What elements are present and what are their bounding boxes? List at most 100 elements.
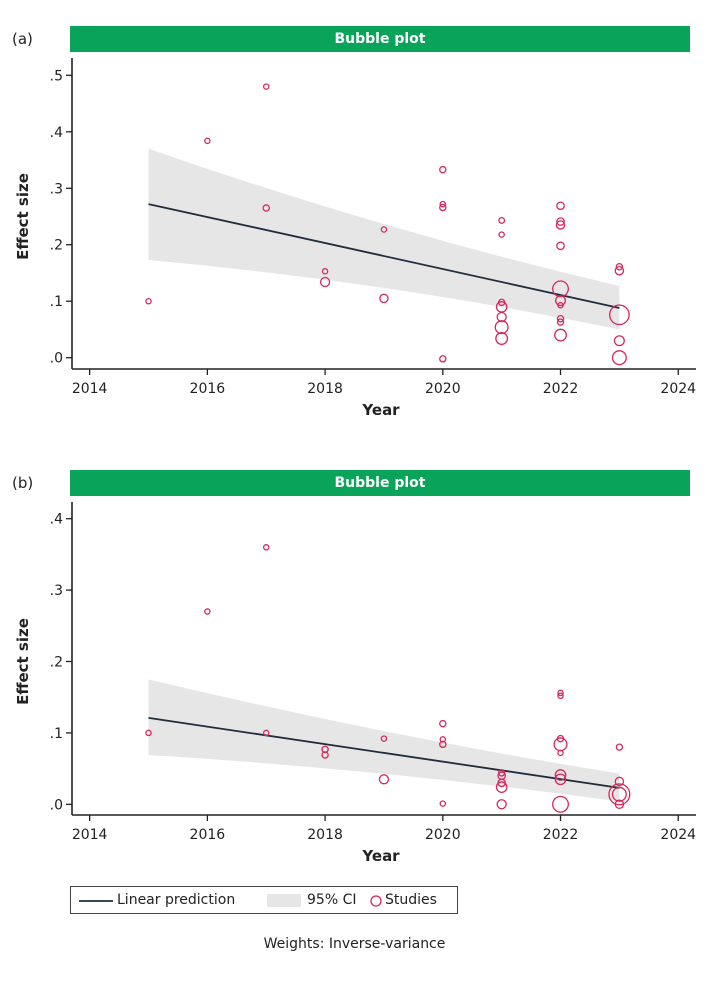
panel-b-point-16 (496, 799, 507, 810)
panel-b-point-10 (439, 740, 447, 749)
panel-a-point-23 (552, 280, 569, 298)
panel-b-point-15 (495, 781, 508, 794)
panel-a-point-2 (262, 83, 270, 90)
panel-a-point-33 (611, 350, 627, 366)
panel-b-point-0 (145, 729, 152, 737)
legend-ci-swatch (267, 894, 301, 907)
panel-a-point-30 (614, 265, 625, 276)
panel-a-xtick-label-2: 2018 (307, 381, 343, 397)
panel-b-banner: Bubble plot (70, 470, 690, 496)
panel-b-xtick-label-4: 2022 (543, 827, 579, 843)
panel-a-banner: Bubble plot (70, 26, 690, 52)
panel-b-label: (b) (12, 474, 34, 492)
panel-b-ytick-label-3: .3 (50, 583, 63, 599)
panel-a-ytick-label-5: .5 (50, 68, 63, 84)
panel-b-point-24 (552, 795, 569, 813)
panel-b-point-18 (557, 692, 564, 700)
panel-b-chart: .0 .1 .2 .3 .4 2014 2016 2018 2020 2022 2024 Year Ef… (14, 502, 696, 865)
panel-b-point-5 (321, 751, 329, 759)
legend-line-swatch (79, 900, 113, 902)
panel-b-point-2 (262, 544, 270, 551)
panel-b-point-29 (614, 799, 625, 810)
panel-b-ytick-label-1: .1 (50, 726, 63, 742)
panel-a-point-26 (556, 315, 565, 323)
panel-a-point-21 (555, 220, 566, 230)
panel-a-chart: .0 .1 .2 .3 .4 .5 2014 2016 2018 2020 2022 2024 Year… (14, 58, 696, 419)
panel-a-point-10 (439, 203, 447, 212)
legend-marker-swatch (370, 895, 382, 907)
panel-a-point-24 (555, 295, 567, 307)
panel-a-point-13 (498, 231, 505, 238)
panel-a-ytick-label-4: .4 (50, 125, 63, 141)
legend-ci-label: 95% CI (307, 892, 357, 908)
panel-a-label: (a) (12, 30, 33, 48)
panel-b-point-26 (614, 776, 625, 787)
panel-b-point-17 (557, 689, 564, 697)
panel-a-point-4 (321, 268, 329, 275)
panel-b-point-21 (557, 749, 564, 757)
panel-a-point-5 (319, 276, 331, 288)
panel-b-xtick-label-5: 2024 (660, 827, 696, 843)
panel-b-y-title: Effect size (14, 618, 32, 705)
panel-b-xtick-label-3: 2020 (425, 827, 461, 843)
panel-a-xtick-label-5: 2024 (660, 381, 696, 397)
panel-a-xtick-label-0: 2014 (72, 381, 108, 397)
panel-a-point-17 (494, 320, 509, 335)
panel-a-point-19 (556, 201, 565, 211)
panel-b-point-1 (204, 608, 211, 615)
panel-a-point-9 (439, 200, 447, 208)
panel-a-y-title: Effect size (14, 173, 32, 260)
panel-b-x-title: Year (361, 847, 400, 865)
panel-a-point-7 (379, 293, 389, 304)
panel-b-ytick-label-0: .0 (50, 797, 63, 813)
legend-points-label: Studies (385, 892, 437, 908)
panel-a-point-29 (615, 263, 624, 271)
panel-b-xtick-label-0: 2014 (72, 827, 108, 843)
panel-a-point-6 (380, 226, 388, 233)
panel-a-point-8 (439, 165, 447, 174)
panel-a-fit-line (148, 203, 620, 309)
panel-b-point-9 (439, 736, 447, 743)
panel-b-point-23 (554, 773, 567, 786)
panel-b-ytick-label-4: .4 (50, 512, 63, 528)
panel-a-x-title: Year (361, 401, 400, 419)
panel-a-point-32 (613, 335, 625, 347)
panel-a-ytick-label-1: .1 (50, 294, 63, 310)
panel-a-ytick-label-2: .2 (50, 238, 63, 254)
panel-b-xtick-label-2: 2018 (307, 827, 343, 843)
legend: Linear prediction 95% CI Studies (70, 886, 458, 914)
panel-a-ci-band (148, 148, 620, 330)
panel-b-point-7 (378, 774, 390, 785)
panel-b-point-22 (554, 769, 567, 781)
legend-line-label: Linear prediction (117, 892, 236, 908)
panel-a-point-0 (145, 297, 152, 305)
panel-b-fit-line (148, 717, 620, 789)
panel-a-ytick-label-0: .0 (50, 351, 63, 367)
panel-a-point-16 (496, 311, 507, 323)
panel-a-xtick-label-4: 2022 (543, 381, 579, 397)
panel-b-xtick-label-1: 2016 (190, 827, 226, 843)
panel-a-point-28 (554, 328, 567, 342)
panel-a-point-27 (556, 318, 565, 326)
panel-a-xtick-label-1: 2016 (190, 381, 226, 397)
panel-a-xtick-label-3: 2020 (425, 381, 461, 397)
panel-b-ytick-label-2: .2 (50, 655, 63, 671)
panel-b-point-8 (439, 719, 447, 728)
panel-b-point-27 (608, 783, 631, 806)
panel-a-point-22 (556, 241, 565, 251)
panel-b-point-25 (615, 743, 624, 751)
panel-b-ci-band (148, 679, 620, 802)
panel-b-point-6 (380, 735, 388, 742)
panel-a-ytick-label-3: .3 (50, 181, 63, 197)
footnote: Weights: Inverse-variance (263, 936, 446, 952)
panel-b-point-3 (262, 729, 270, 737)
panel-a-point-3 (262, 204, 270, 212)
panel-a-point-18 (495, 332, 509, 345)
panel-b-point-11 (439, 800, 447, 807)
panel-b-point-20 (553, 737, 568, 752)
panel-a-point-12 (498, 216, 506, 224)
panel-b-point-28 (611, 786, 627, 802)
panel-a-point-25 (557, 301, 564, 309)
panel-a-point-31 (608, 304, 630, 326)
panel-a-point-11 (439, 355, 447, 363)
